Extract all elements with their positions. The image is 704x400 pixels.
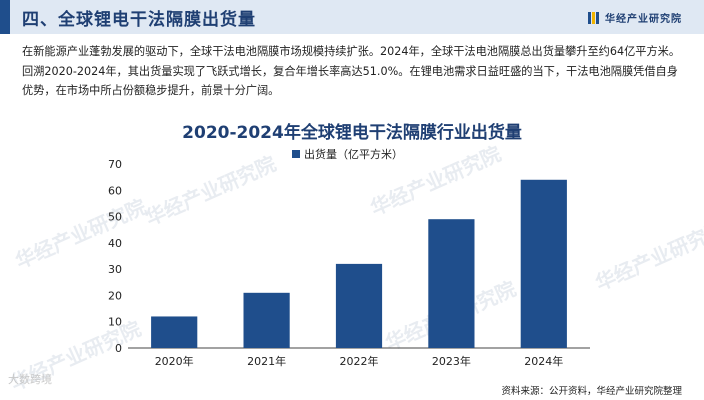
brand-name: 华经产业研究院 [605, 14, 682, 25]
x-tick-label: 2022年 [340, 354, 379, 368]
corner-watermark: 大数跨境 [8, 373, 52, 386]
y-tick-label: 70 [108, 158, 122, 171]
intro-paragraph: 在新能源产业蓬勃发展的驱动下，全球干法电池隔膜市场规模持续扩张。2024年，全球… [22, 45, 681, 97]
section-header: 四、全球锂电干法隔膜出货量 华经产业研究院 [0, 0, 704, 34]
y-tick-label: 30 [108, 263, 122, 276]
x-tick-label: 2023年 [432, 354, 471, 368]
header-accent-bar [0, 0, 10, 34]
x-tick-label: 2020年 [155, 354, 194, 368]
bar [428, 219, 475, 348]
bar [243, 292, 290, 348]
legend-label: 出货量（亿平方米） [304, 147, 403, 161]
bar [520, 179, 567, 348]
x-tick-label: 2021年 [247, 354, 286, 368]
x-tick-label: 2024年 [524, 354, 563, 368]
y-tick-label: 50 [108, 211, 122, 224]
bar [335, 263, 383, 348]
brand-logo-icon [588, 11, 599, 24]
legend-swatch [292, 150, 300, 158]
brand: 华经产业研究院 [588, 10, 682, 25]
bar [151, 316, 198, 348]
section-title: 四、全球锂电干法隔膜出货量 [22, 10, 256, 30]
y-tick-label: 20 [108, 289, 122, 302]
source-note: 资料来源：公开资料，华经产业研究院整理 [501, 386, 682, 397]
y-tick-label: 0 [115, 342, 122, 355]
chart-title: 2020-2024年全球锂电干法隔膜行业出货量 [182, 123, 522, 143]
y-tick-label: 40 [108, 237, 122, 250]
y-tick-label: 10 [108, 316, 122, 329]
y-tick-label: 60 [108, 184, 122, 197]
